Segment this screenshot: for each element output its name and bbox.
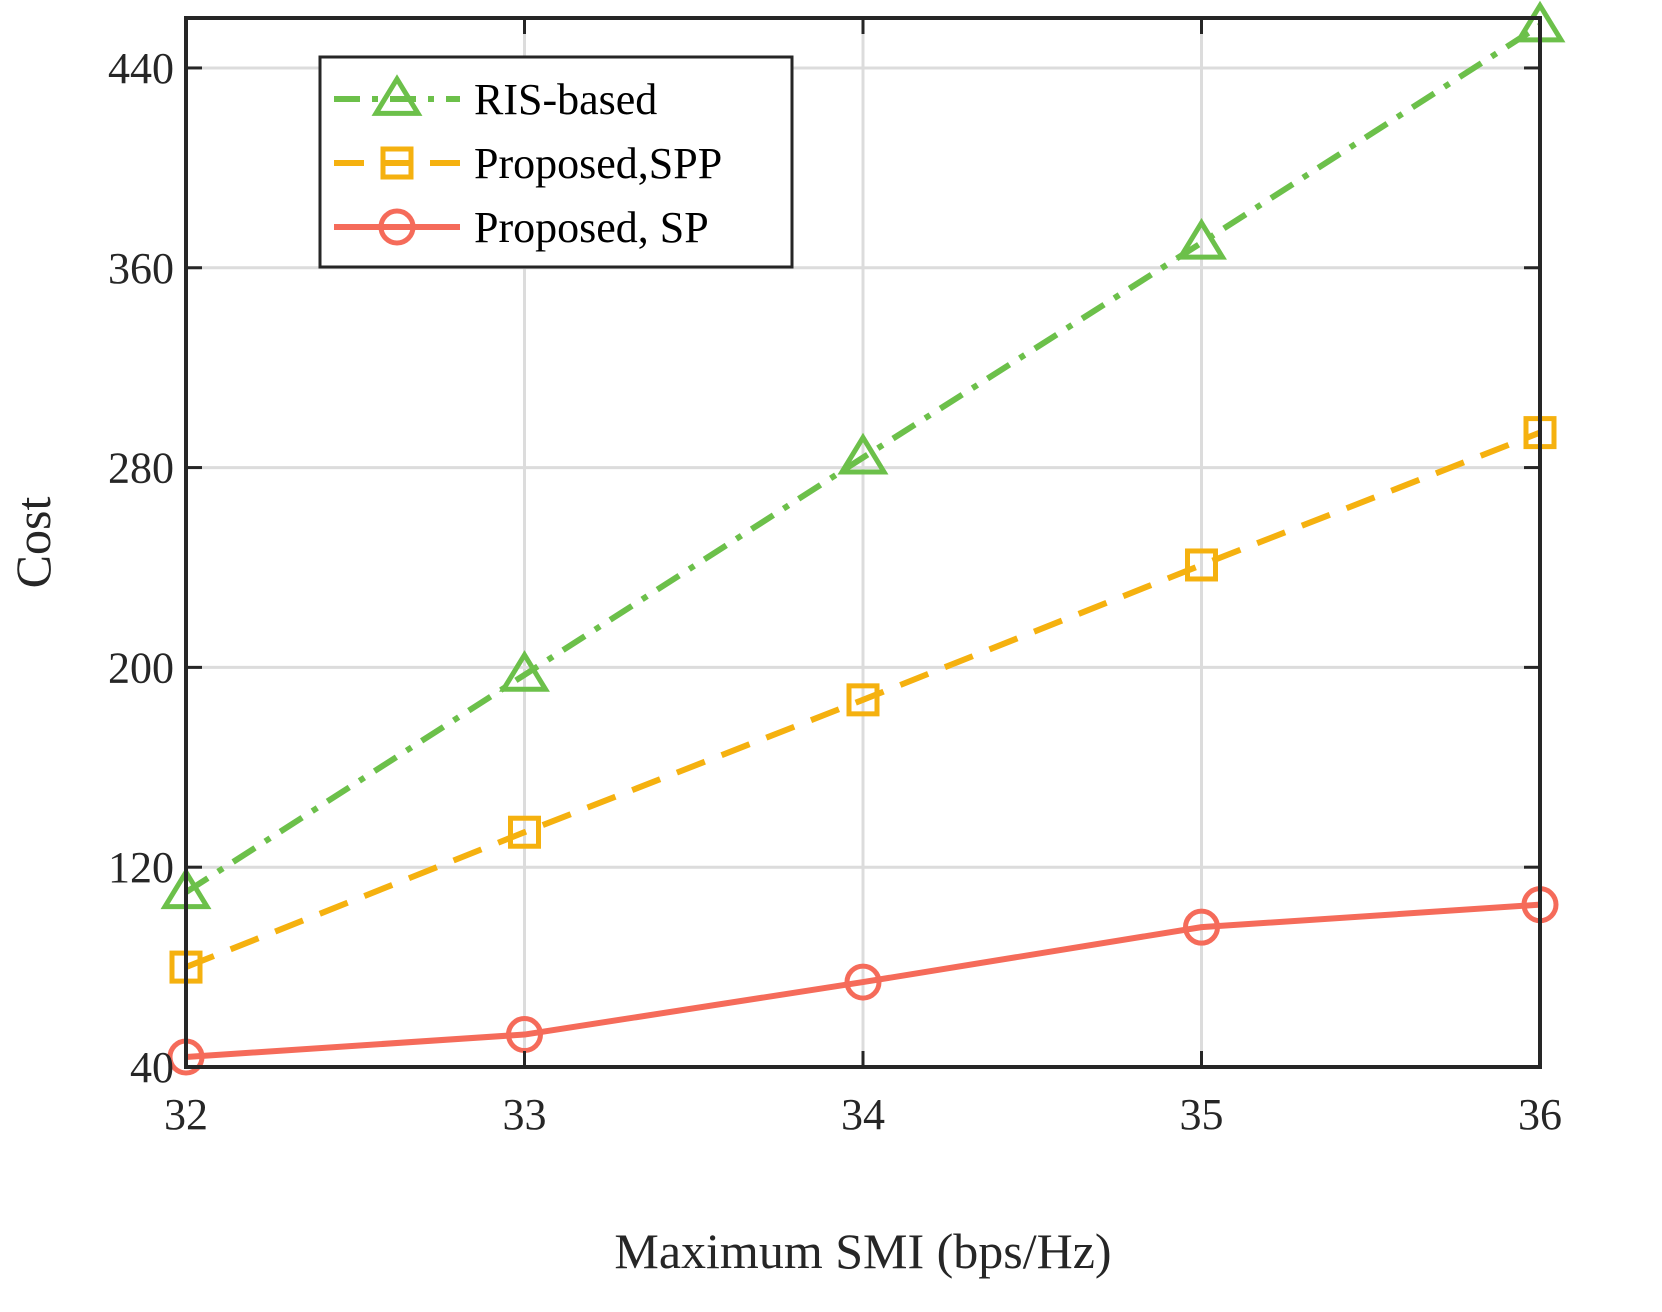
legend-label-ris-based: RIS-based xyxy=(474,75,657,124)
series-line-proposed-sp xyxy=(185,901,1541,1061)
data-point-square xyxy=(508,815,541,849)
legend-entry-ris-based: RIS-based xyxy=(334,74,657,124)
y-axis-label: Cost xyxy=(5,497,61,589)
data-point-circle xyxy=(844,963,882,1001)
series-proposed-sp xyxy=(167,886,1559,1076)
legend-entry-proposed-sp: Proposed, SP xyxy=(334,203,709,252)
legend: RIS-based Proposed,SPP Proposed, SP xyxy=(318,55,794,269)
legend-marker-square xyxy=(380,146,414,180)
y-tick-label: 440 xyxy=(108,44,174,93)
data-point-triangle xyxy=(1176,217,1227,260)
legend-entry-proposed-spp: Proposed,SPP xyxy=(334,139,722,188)
legend-marker-circle xyxy=(378,208,416,246)
legend-label-proposed-sp: Proposed, SP xyxy=(474,203,709,252)
x-tick-label: 33 xyxy=(503,1090,547,1139)
y-tick-label: 120 xyxy=(108,843,174,892)
y-tick-label: 360 xyxy=(108,244,174,293)
data-point-circle xyxy=(1183,908,1220,946)
series-layer xyxy=(160,0,1566,1076)
data-point-triangle xyxy=(499,650,550,692)
x-tick-label: 34 xyxy=(841,1090,885,1139)
data-point-triangle xyxy=(837,432,889,475)
y-tick-label: 280 xyxy=(108,444,174,493)
data-point-circle xyxy=(506,1016,543,1054)
x-tick-label: 32 xyxy=(164,1090,208,1139)
data-point-square xyxy=(1185,548,1218,582)
y-tick-label: 200 xyxy=(108,643,174,692)
series-line-ris-based xyxy=(184,22,1542,895)
legend-box xyxy=(318,55,794,269)
x-tick-label: 35 xyxy=(1180,1090,1224,1139)
y-tick-label: 40 xyxy=(130,1043,174,1092)
data-point-square xyxy=(846,683,880,717)
x-tick-label: 36 xyxy=(1518,1090,1562,1139)
axis-ticks: 32 33 34 35 36 40 120 200 280 360 440 xyxy=(108,18,1562,1139)
x-axis-label: Maximum SMI (bps/Hz) xyxy=(614,1223,1111,1279)
series-line-proposed-spp xyxy=(184,429,1542,970)
legend-label-proposed-spp: Proposed,SPP xyxy=(474,139,722,188)
legend-marker-triangle xyxy=(371,74,423,116)
